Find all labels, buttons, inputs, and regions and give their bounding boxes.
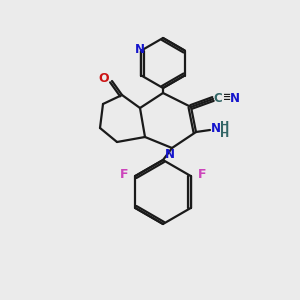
Text: H: H xyxy=(220,121,230,131)
Text: H: H xyxy=(220,129,230,139)
Text: N: N xyxy=(135,43,145,56)
Text: F: F xyxy=(197,167,206,181)
Text: C: C xyxy=(214,92,222,104)
Text: O: O xyxy=(99,71,109,85)
Text: N: N xyxy=(211,122,221,136)
Text: N: N xyxy=(230,92,240,104)
Text: F: F xyxy=(120,167,128,181)
Text: N: N xyxy=(165,148,175,161)
Text: ≡: ≡ xyxy=(223,92,231,102)
